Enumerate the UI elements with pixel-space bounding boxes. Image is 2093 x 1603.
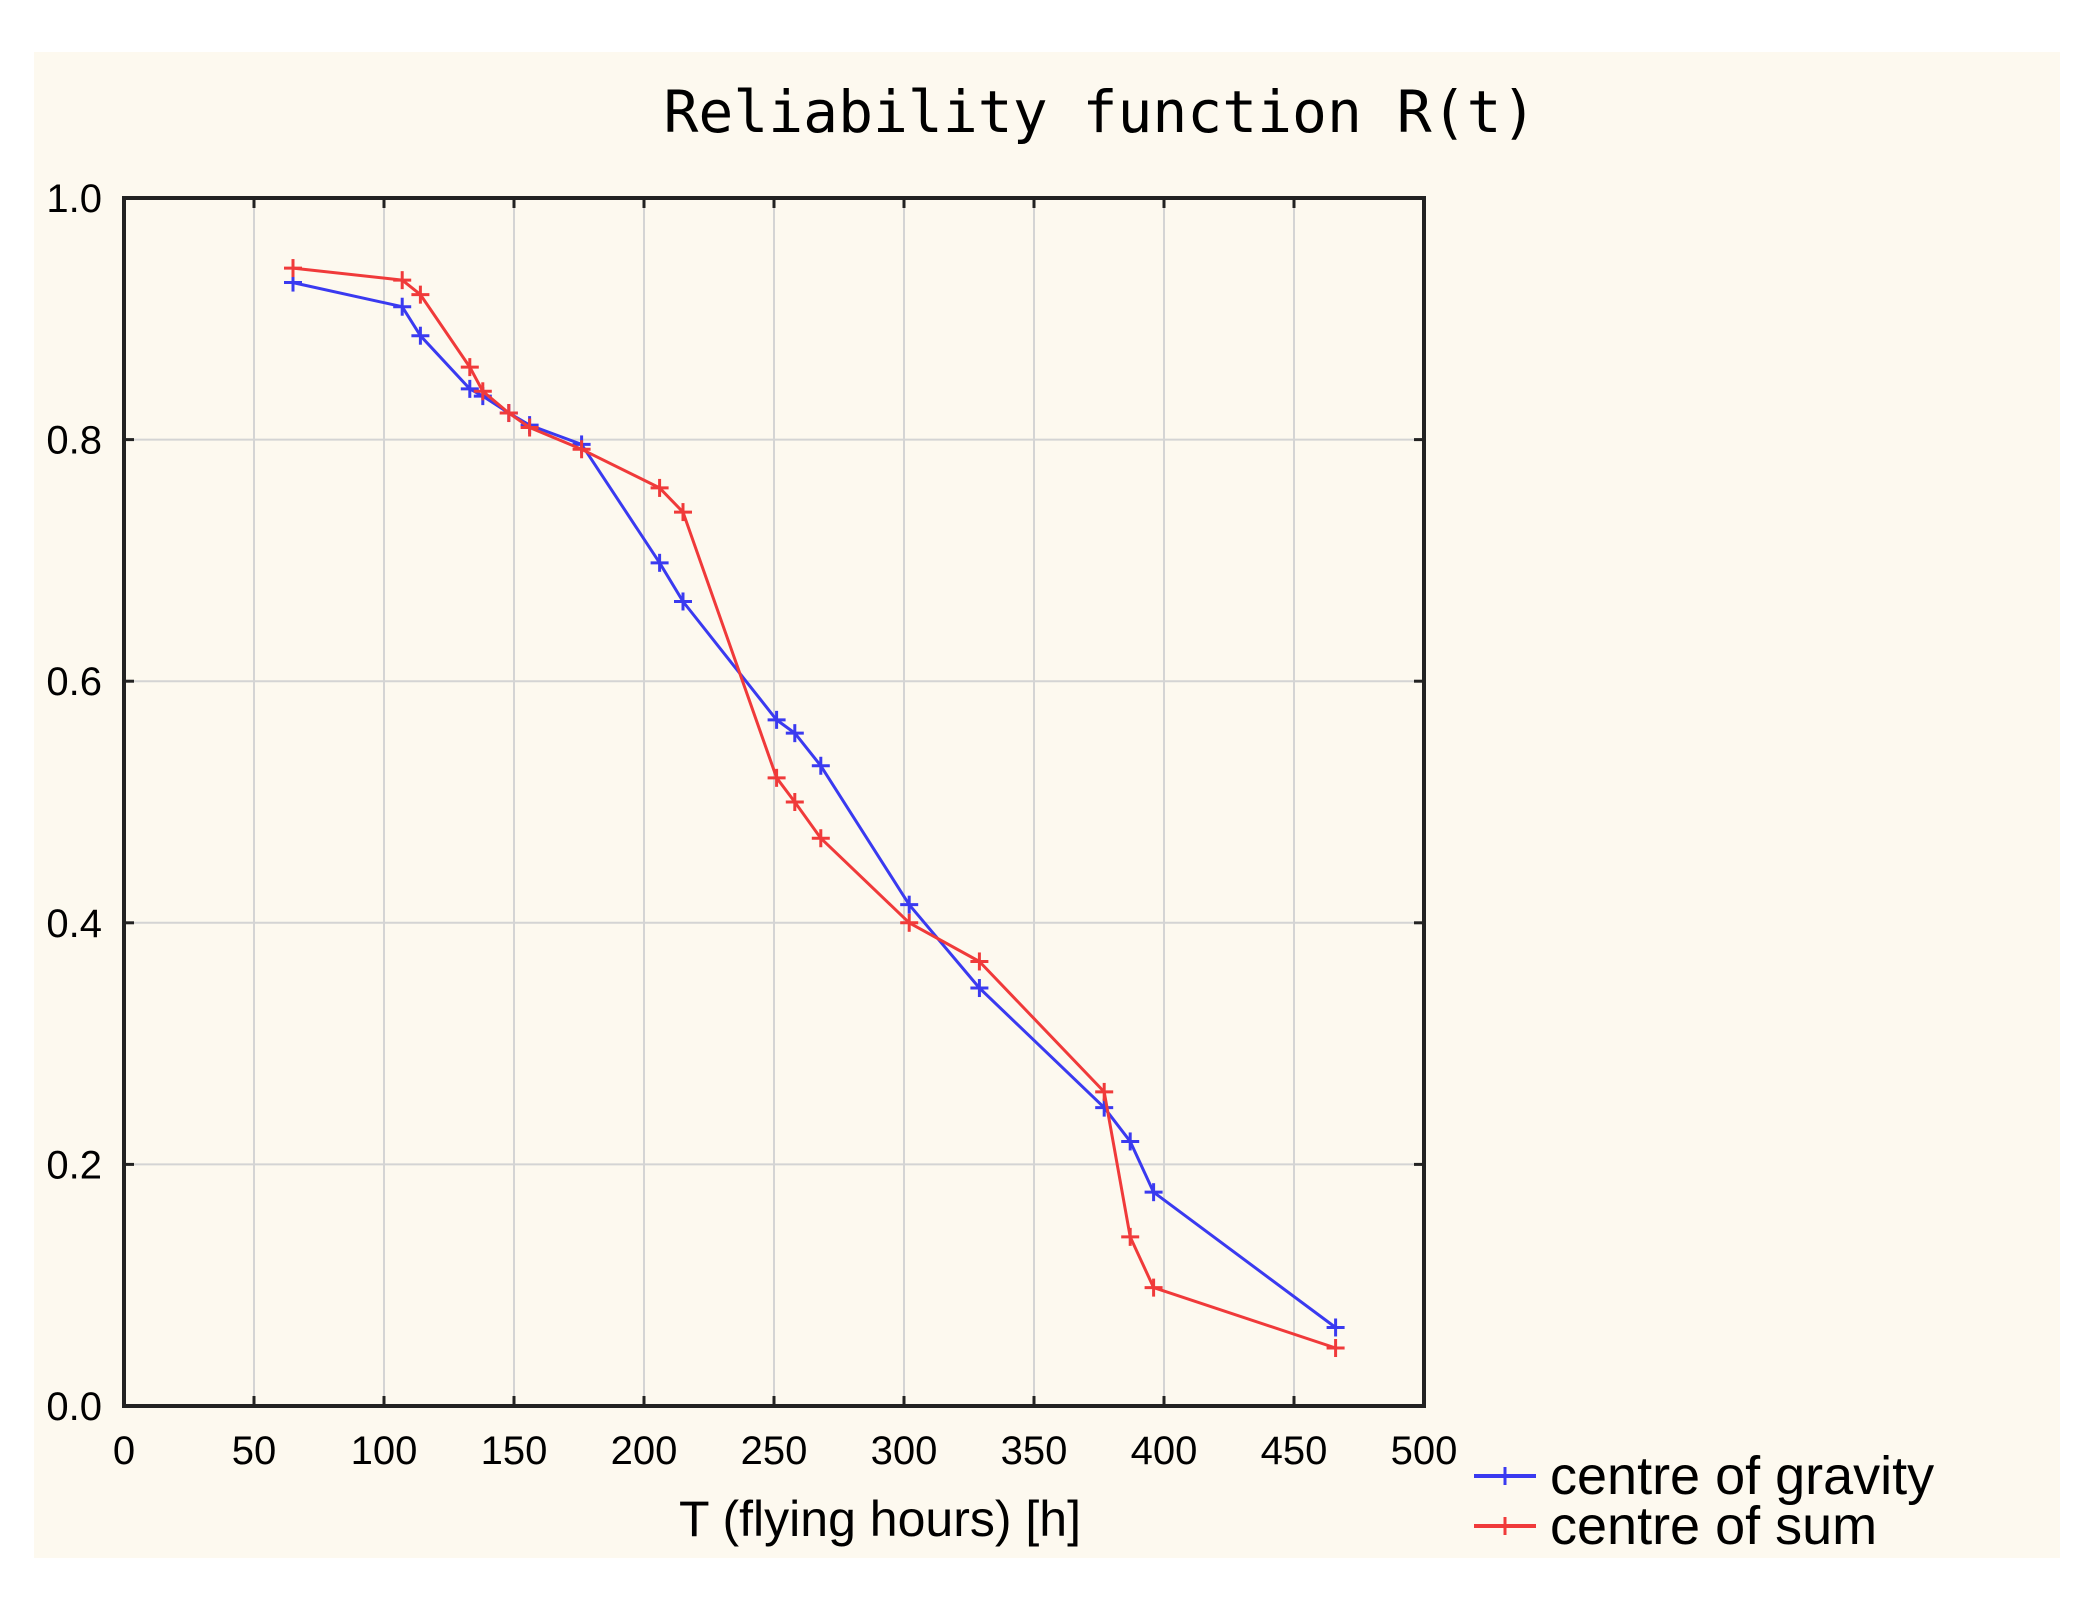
data-point-centre-of-gravity <box>460 379 479 398</box>
legend-label: centre of gravity <box>1550 1446 1934 1506</box>
data-point-centre-of-sum <box>674 503 692 522</box>
x-tick-label: 150 <box>481 1429 548 1473</box>
data-point-centre-of-gravity <box>1121 1132 1140 1151</box>
data-point-centre-of-sum <box>785 793 804 811</box>
data-point-centre-of-sum <box>811 829 830 848</box>
data-point-centre-of-gravity <box>1326 1318 1345 1337</box>
data-point-centre-of-gravity <box>411 326 430 345</box>
data-point-centre-of-gravity <box>900 895 919 914</box>
x-tick-label: 250 <box>741 1429 808 1473</box>
x-axis-label: T (flying hours) [h] <box>679 1491 1081 1547</box>
legend-item-centre-of-gravity: centre of gravity <box>1474 1446 1934 1506</box>
data-point-centre-of-gravity <box>393 297 412 316</box>
y-tick-label: 0.8 <box>46 419 102 463</box>
data-point-centre-of-sum <box>499 404 518 423</box>
chart-title: Reliability function R(t) <box>664 78 1537 146</box>
data-point-centre-of-gravity <box>767 710 786 729</box>
x-tick-label: 400 <box>1131 1429 1198 1473</box>
data-point-centre-of-sum <box>393 271 412 290</box>
axis-ticks: 0 50 100 150 200 250 300 350 400 450 500 0.0 0.2 0.4 0… <box>46 177 1457 1473</box>
series-line-centre-of-sum <box>292 266 1337 1350</box>
data-point-centre-of-sum <box>572 440 591 459</box>
data-point-centre-of-gravity <box>650 553 669 572</box>
y-tick-label: 0.6 <box>46 660 102 704</box>
legend-item-centre-of-sum: centre of sum <box>1474 1496 1877 1556</box>
x-tick-label: 500 <box>1391 1429 1458 1473</box>
data-point-centre-of-sum <box>1326 1339 1345 1358</box>
x-tick-label: 100 <box>351 1429 418 1473</box>
data-point-centre-of-sum <box>970 952 989 971</box>
y-tick-label: 0.0 <box>46 1385 102 1429</box>
data-point-centre-of-gravity <box>970 979 989 998</box>
legend-label: centre of sum <box>1550 1496 1877 1556</box>
data-point-centre-of-sum <box>1144 1278 1163 1297</box>
x-tick-label: 450 <box>1261 1429 1328 1473</box>
x-tick-label: 200 <box>611 1429 678 1473</box>
legend-marker <box>1496 1467 1514 1485</box>
data-point-centre-of-gravity <box>811 756 830 775</box>
data-point-centre-of-sum <box>900 913 919 932</box>
legend-marker <box>1496 1517 1514 1535</box>
data-point-centre-of-sum <box>1095 1082 1114 1101</box>
data-point-centre-of-sum <box>460 358 479 377</box>
data-point-centre-of-gravity <box>674 592 692 611</box>
x-tick-label: 50 <box>232 1429 277 1473</box>
chart-background <box>34 52 2060 1558</box>
y-tick-label: 0.4 <box>46 902 102 946</box>
data-point-centre-of-sum <box>650 478 669 497</box>
data-point-centre-of-sum <box>767 768 786 787</box>
data-point-centre-of-sum <box>473 382 492 401</box>
data-point-centre-of-sum <box>520 418 539 437</box>
data-point-centre-of-gravity <box>1095 1098 1114 1117</box>
data-point-centre-of-gravity <box>785 724 804 743</box>
data-point-centre-of-sum <box>284 259 302 278</box>
y-tick-label: 0.2 <box>46 1143 102 1187</box>
data-point-centre-of-sum <box>411 285 430 304</box>
data-point-centre-of-sum <box>1121 1227 1140 1246</box>
x-tick-label: 0 <box>113 1429 135 1473</box>
data-point-centre-of-gravity <box>1144 1183 1163 1202</box>
grid-lines <box>124 198 1424 1406</box>
y-tick-label: 1.0 <box>46 177 102 221</box>
x-tick-label: 350 <box>1001 1429 1068 1473</box>
x-tick-label: 300 <box>871 1429 938 1473</box>
series-layer <box>284 259 1345 1358</box>
